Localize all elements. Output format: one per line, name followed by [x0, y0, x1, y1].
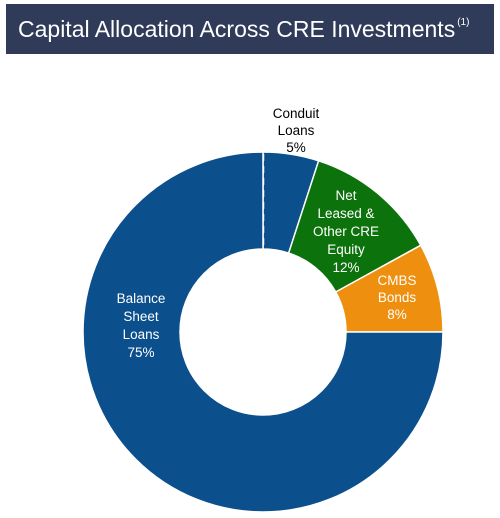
- slice-label-conduit-loans: Conduit Loans 5%: [273, 106, 320, 155]
- slice-name-line: Bonds: [378, 290, 417, 305]
- slice-value-label: 8%: [387, 307, 407, 322]
- slice-name-line: CMBS: [377, 273, 416, 288]
- slice-value-label: 12%: [332, 260, 359, 275]
- slice-name-line: Sheet: [123, 309, 159, 324]
- title-footnote-marker: (1): [457, 16, 470, 28]
- slice-value-label: 75%: [127, 345, 154, 360]
- slice-name-line: Loans: [123, 327, 160, 342]
- slice-label-cmbs-bonds: CMBS Bonds 8%: [377, 273, 416, 322]
- chart-title: Capital Allocation Across CRE Investment…: [18, 16, 469, 43]
- slice-labels: Conduit Loans 5% Net Leased & Other CRE Equity…: [117, 106, 417, 360]
- slice-name-line: Equity: [327, 242, 365, 257]
- slice-name-line: Balance: [117, 291, 166, 306]
- donut-slices: [82, 151, 444, 513]
- slice-name-line: Conduit: [273, 106, 320, 121]
- slice-name-line: Other CRE: [313, 224, 379, 239]
- donut-hole: [180, 249, 346, 415]
- slice-value-label: 5%: [286, 140, 306, 155]
- slice-label-net-leased-other-cre-equity: Net Leased & Other CRE Equity 12%: [313, 188, 379, 275]
- slice-label-balance-sheet-loans: Balance Sheet Loans 75%: [117, 291, 166, 360]
- slice-name-line: Leased &: [317, 206, 374, 221]
- slice-name-line: Net: [335, 188, 356, 203]
- slice-name-line: Loans: [278, 123, 315, 138]
- chart-title-text: Capital Allocation Across CRE Investment…: [18, 15, 456, 42]
- chart-title-bar: Capital Allocation Across CRE Investment…: [6, 4, 494, 54]
